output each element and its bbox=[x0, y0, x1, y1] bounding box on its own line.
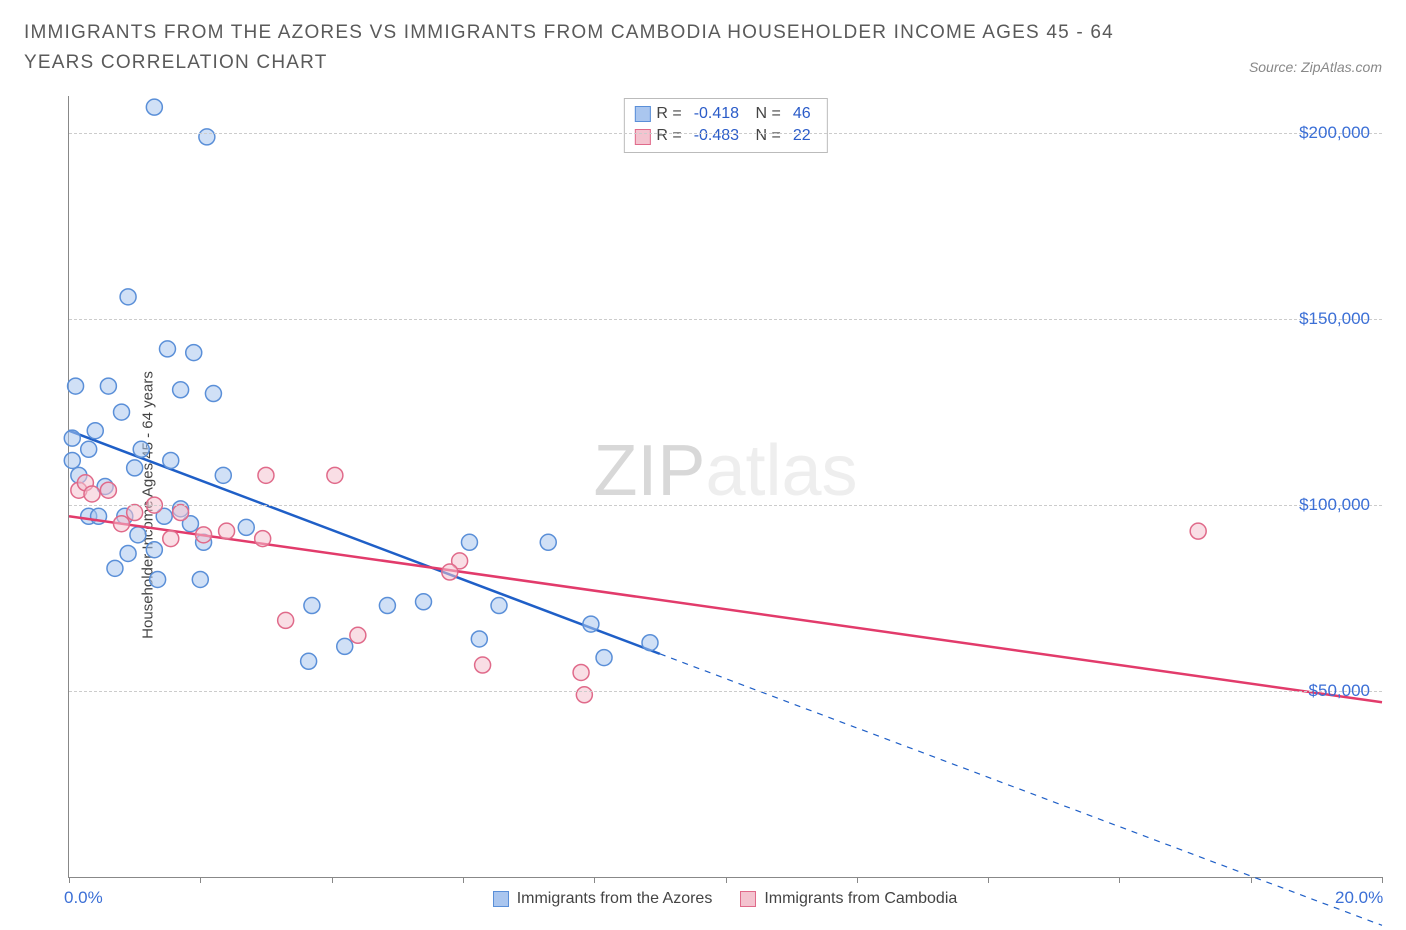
source-attribution: Source: ZipAtlas.com bbox=[1249, 59, 1382, 79]
x-tick bbox=[200, 877, 201, 883]
point-azores bbox=[186, 345, 202, 361]
x-tick bbox=[1251, 877, 1252, 883]
gridline bbox=[69, 319, 1382, 320]
y-tick-label: $100,000 bbox=[1299, 495, 1370, 515]
point-azores bbox=[133, 441, 149, 457]
point-azores bbox=[120, 545, 136, 561]
point-azores bbox=[87, 423, 103, 439]
point-azores bbox=[540, 534, 556, 550]
point-cambodia bbox=[576, 687, 592, 703]
point-cambodia bbox=[196, 527, 212, 543]
x-tick bbox=[1382, 877, 1383, 883]
point-azores bbox=[114, 404, 130, 420]
point-cambodia bbox=[173, 505, 189, 521]
point-azores bbox=[301, 653, 317, 669]
point-cambodia bbox=[1190, 523, 1206, 539]
legend-swatch-azores bbox=[493, 891, 509, 907]
point-cambodia bbox=[255, 531, 271, 547]
point-cambodia bbox=[219, 523, 235, 539]
legend-item-azores: Immigrants from the Azores bbox=[493, 890, 713, 908]
x-tick bbox=[463, 877, 464, 883]
point-cambodia bbox=[258, 467, 274, 483]
point-azores bbox=[215, 467, 231, 483]
point-azores bbox=[130, 527, 146, 543]
x-tick bbox=[1119, 877, 1120, 883]
point-cambodia bbox=[84, 486, 100, 502]
point-azores bbox=[81, 441, 97, 457]
point-cambodia bbox=[127, 505, 143, 521]
point-azores bbox=[642, 635, 658, 651]
point-cambodia bbox=[442, 564, 458, 580]
point-azores bbox=[199, 129, 215, 145]
y-tick-label: $200,000 bbox=[1299, 123, 1370, 143]
point-azores bbox=[146, 99, 162, 115]
point-cambodia bbox=[350, 627, 366, 643]
point-azores bbox=[205, 386, 221, 402]
y-tick-label: $50,000 bbox=[1309, 681, 1370, 701]
x-tick bbox=[332, 877, 333, 883]
point-azores bbox=[120, 289, 136, 305]
legend-swatch-cambodia bbox=[740, 891, 756, 907]
point-azores bbox=[471, 631, 487, 647]
point-azores bbox=[337, 638, 353, 654]
x-tick-label: 0.0% bbox=[64, 888, 103, 908]
point-azores bbox=[150, 571, 166, 587]
legend-bottom: Immigrants from the Azores Immigrants fro… bbox=[68, 884, 1382, 914]
point-azores bbox=[159, 341, 175, 357]
y-tick-label: $150,000 bbox=[1299, 309, 1370, 329]
point-azores bbox=[596, 650, 612, 666]
point-cambodia bbox=[327, 467, 343, 483]
point-azores bbox=[64, 452, 80, 468]
point-azores bbox=[107, 560, 123, 576]
point-azores bbox=[491, 598, 507, 614]
plot-area: ZIPatlas R =-0.418 N =46R =-0.483 N =22 … bbox=[68, 96, 1382, 878]
point-azores bbox=[238, 519, 254, 535]
point-cambodia bbox=[475, 657, 491, 673]
point-azores bbox=[163, 452, 179, 468]
scatter-svg bbox=[69, 96, 1382, 877]
point-azores bbox=[379, 598, 395, 614]
point-azores bbox=[416, 594, 432, 610]
x-tick bbox=[857, 877, 858, 883]
x-tick bbox=[594, 877, 595, 883]
point-cambodia bbox=[278, 612, 294, 628]
legend-label: Immigrants from Cambodia bbox=[764, 890, 957, 908]
legend-item-cambodia: Immigrants from Cambodia bbox=[740, 890, 957, 908]
gridline bbox=[69, 505, 1382, 506]
gridline bbox=[69, 133, 1382, 134]
point-cambodia bbox=[100, 482, 116, 498]
point-cambodia bbox=[573, 664, 589, 680]
point-cambodia bbox=[114, 516, 130, 532]
x-tick-label: 20.0% bbox=[1335, 888, 1383, 908]
x-tick bbox=[988, 877, 989, 883]
point-azores bbox=[146, 542, 162, 558]
point-azores bbox=[64, 430, 80, 446]
chart-title: IMMIGRANTS FROM THE AZORES VS IMMIGRANTS… bbox=[24, 18, 1144, 79]
x-tick bbox=[69, 877, 70, 883]
chart-container: Householder Income Ages 45 - 64 years ZI… bbox=[24, 96, 1382, 914]
x-tick bbox=[726, 877, 727, 883]
point-azores bbox=[192, 571, 208, 587]
point-azores bbox=[100, 378, 116, 394]
point-azores bbox=[304, 598, 320, 614]
legend-label: Immigrants from the Azores bbox=[517, 890, 713, 908]
point-azores bbox=[68, 378, 84, 394]
point-azores bbox=[127, 460, 143, 476]
point-azores bbox=[173, 382, 189, 398]
point-azores bbox=[583, 616, 599, 632]
point-cambodia bbox=[163, 531, 179, 547]
gridline bbox=[69, 691, 1382, 692]
point-azores bbox=[461, 534, 477, 550]
